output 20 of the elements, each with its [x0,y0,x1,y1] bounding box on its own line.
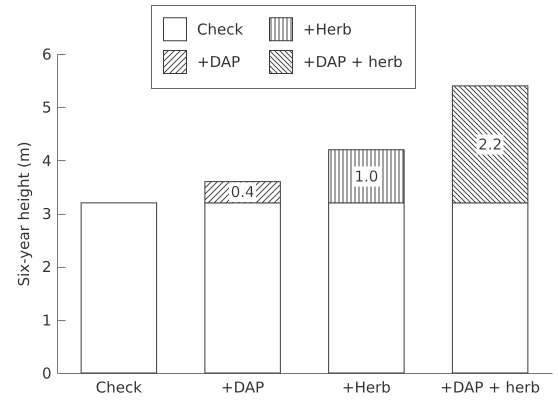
y-tick-label: 2 [42,258,52,276]
y-tick-label: 0 [42,364,52,382]
x-tick-label: +DAP [221,378,264,396]
legend-label: +DAP [197,53,240,71]
y-tick-label: 5 [42,98,52,117]
data-label: 2.2 [478,135,502,154]
data-label: 1.0 [354,167,378,186]
x-tick-label: +DAP + herb [440,378,540,396]
legend-label: +Herb [303,20,352,38]
y-axis-title: Six-year height (m) [14,142,33,286]
y-tick-label: 4 [42,152,52,170]
x-tick-label: +Herb [342,378,391,396]
y-tick-label: 1 [42,311,52,330]
legend-label: Check [197,20,244,38]
bar [80,202,158,374]
legend-label: +DAP + herb [303,53,403,71]
y-tick-label: 6 [42,46,52,64]
data-label: 0.4 [230,183,255,202]
y-tick-label: 3 [42,205,52,223]
x-tick-label: Check [96,378,142,396]
